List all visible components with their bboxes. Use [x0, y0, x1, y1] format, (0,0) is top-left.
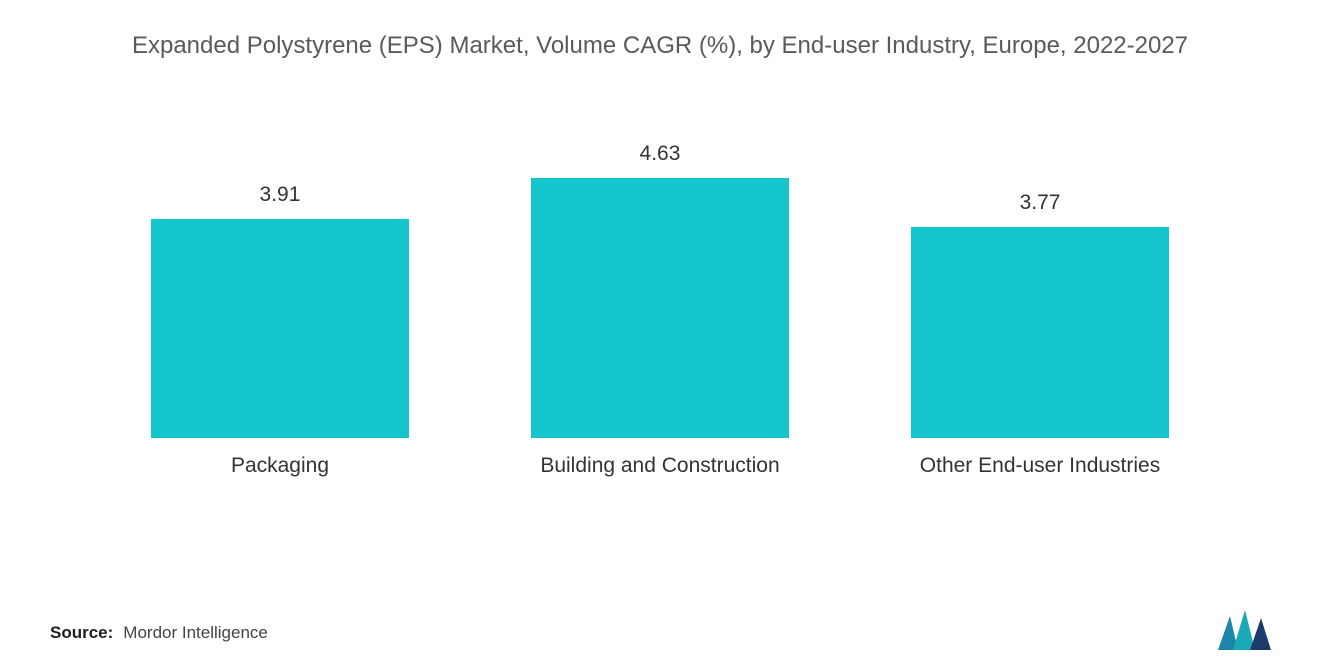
bar-1 [531, 178, 789, 438]
bar-value-label: 4.63 [640, 142, 681, 166]
bar-category-label: Building and Construction [540, 454, 779, 482]
bar-value-label: 3.91 [260, 183, 301, 207]
bar-group-1: 4.63 Building and Construction [470, 132, 850, 482]
mordor-logo-icon [1215, 608, 1275, 650]
bar-category-label: Other End-user Industries [920, 454, 1160, 482]
chart-title: Expanded Polystyrene (EPS) Market, Volum… [130, 30, 1190, 62]
logo-bars [1218, 610, 1271, 650]
bar-chart: 3.91 Packaging 4.63 Building and Constru… [50, 132, 1270, 482]
logo-bar-3 [1250, 618, 1271, 650]
bar-category-label: Packaging [231, 454, 329, 482]
bar-value-label: 3.77 [1020, 191, 1061, 215]
source-value: Mordor Intelligence [123, 623, 268, 643]
bar-2 [911, 227, 1169, 439]
bar-group-2: 3.77 Other End-user Industries [850, 132, 1230, 482]
bar-group-0: 3.91 Packaging [90, 132, 470, 482]
logo-bar-2 [1233, 610, 1255, 650]
source-label: Source: [50, 623, 113, 643]
source-footer: Source: Mordor Intelligence [50, 623, 268, 643]
bar-0 [151, 219, 409, 439]
